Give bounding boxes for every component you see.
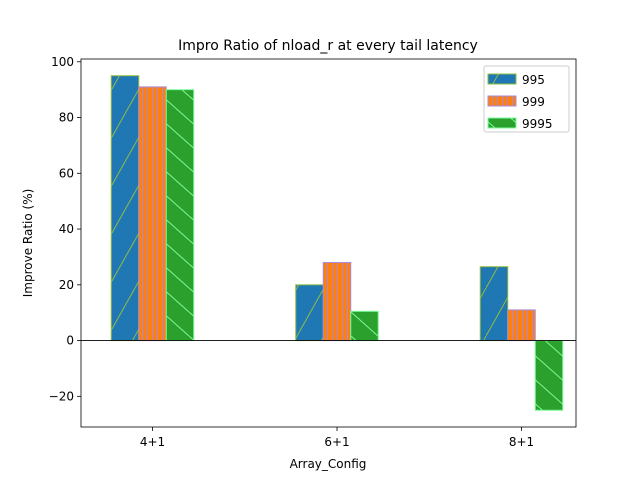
bar-9995-8+1 (534, 340, 564, 411)
y-tick-label: 0 (66, 334, 74, 348)
legend-swatch-999 (487, 95, 517, 107)
bar-999-6+1 (322, 262, 352, 342)
bar-999-8+1 (507, 309, 536, 342)
y-tick-label: 60 (59, 166, 74, 180)
legend: 995 999 9995 (483, 65, 570, 133)
bar-9995-4+1 (165, 89, 195, 342)
legend-label-999: 999 (522, 95, 545, 109)
x-tick-label: 4+1 (140, 435, 165, 449)
legend-label-9995: 9995 (522, 117, 553, 131)
y-tick-label: 100 (51, 55, 74, 69)
y-tick-label: 20 (59, 278, 74, 292)
x-tick-label: 8+1 (509, 435, 534, 449)
y-tick-label: 40 (59, 222, 74, 236)
y-axis: −20 0 20 40 60 80 100 (49, 55, 81, 403)
bar-995-4+1 (110, 75, 140, 342)
x-axis-label: Array_Config (290, 457, 367, 471)
axes-frame (80, 58, 577, 428)
x-tick-label: 6+1 (324, 435, 349, 449)
y-tick-label: 80 (59, 111, 74, 125)
chart-title: Impro Ratio of nload_r at every tail lat… (178, 38, 478, 54)
bars-group (110, 75, 564, 411)
legend-label-995: 995 (522, 73, 545, 87)
y-tick-label: −20 (49, 389, 74, 403)
legend-swatch-995 (487, 73, 517, 85)
bar-9995-6+1 (350, 310, 379, 342)
y-axis-label: Improve Ratio (%) (21, 189, 35, 298)
bar-999-4+1 (138, 86, 167, 342)
x-axis: 4+1 6+1 8+1 (140, 427, 534, 449)
legend-swatch-9995 (487, 117, 517, 129)
bar-995-8+1 (479, 266, 509, 342)
bar-995-6+1 (295, 284, 324, 342)
